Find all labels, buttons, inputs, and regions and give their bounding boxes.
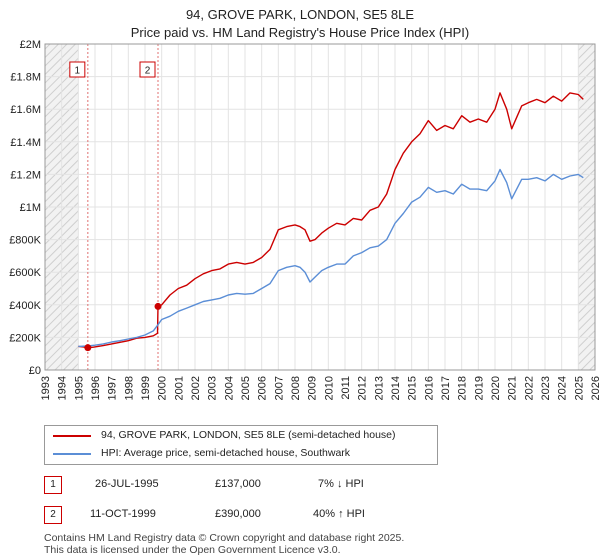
legend-swatch-hpi (53, 453, 91, 455)
footer-copyright: Contains HM Land Registry data © Crown c… (44, 532, 405, 544)
transaction-price: £390,000 (215, 508, 261, 520)
x-tick-label: 1996 (90, 376, 102, 400)
sale-point (154, 302, 162, 310)
transaction-hpi: 40% ↑ HPI (313, 508, 365, 520)
legend: 94, GROVE PARK, LONDON, SE5 8LE (semi-de… (44, 425, 438, 465)
x-tick-label: 2019 (473, 376, 485, 400)
transaction-row: 2 11-OCT-1999 £390,000 40% ↑ HPI (0, 506, 600, 530)
transaction-hpi: 7% ↓ HPI (318, 478, 364, 490)
transaction-number: 2 (44, 506, 62, 524)
legend-item-hpi: HPI: Average price, semi-detached house,… (45, 445, 437, 463)
price-chart: 1993 1994 1995 1996 1997 1998 1999 2000 2001 2002… (9, 39, 600, 400)
legend-label-hpi: HPI: Average price, semi-detached house,… (101, 447, 351, 459)
y-tick-label: £800K (9, 235, 41, 247)
x-tick-label: 2002 (190, 376, 202, 400)
y-tick-label: £1.8M (10, 72, 41, 84)
x-tick-label: 2014 (390, 376, 402, 400)
x-tick-label: 2010 (323, 376, 335, 400)
x-tick-label: 1993 (40, 376, 52, 400)
x-tick-label: 2012 (357, 376, 369, 400)
x-tick-label: 2008 (290, 376, 302, 400)
sale-label: 1 (75, 66, 81, 77)
x-tick-label: 2004 (223, 376, 235, 400)
footer: Contains HM Land Registry data © Crown c… (44, 532, 404, 556)
transaction-number: 1 (44, 476, 62, 494)
chart-title: 94, GROVE PARK, LONDON, SE5 8LE (185, 7, 415, 22)
x-tick-label: 2009 (307, 376, 319, 400)
x-tick-label: 1998 (123, 376, 135, 400)
legend-swatch-property (53, 435, 91, 437)
legend-item-property: 94, GROVE PARK, LONDON, SE5 8LE (semi-de… (45, 427, 437, 445)
chart-title-block: 94, GROVE PARK, LONDON, SE5 8LE Price pa… (0, 6, 600, 42)
x-tick-label: 2015 (407, 376, 419, 400)
y-tick-label: £1.2M (10, 169, 41, 181)
x-tick-label: 2001 (173, 376, 185, 400)
x-tick-label: 2020 (490, 376, 502, 400)
sale-label: 2 (145, 66, 151, 77)
transaction-date: 26-JUL-1995 (95, 478, 159, 490)
y-tick-label: £0 (29, 365, 41, 377)
transaction-price: £137,000 (215, 478, 261, 490)
sale-label-box (69, 61, 86, 78)
x-tick-label: 2005 (240, 376, 252, 400)
legend-label-property: 94, GROVE PARK, LONDON, SE5 8LE (semi-de… (101, 429, 396, 441)
x-tick-label: 2026 (590, 376, 600, 400)
sale-point (84, 344, 92, 352)
y-tick-label: £1.6M (10, 104, 41, 116)
x-tick-label: 2016 (423, 376, 435, 400)
x-tick-label: 2018 (457, 376, 469, 400)
y-tick-label: £600K (9, 267, 41, 279)
y-tick-label: £200K (9, 332, 41, 344)
x-tick-label: 2023 (540, 376, 552, 400)
x-tick-label: 2006 (257, 376, 269, 400)
x-tick-label: 2022 (523, 376, 535, 400)
y-tick-label: £1.4M (10, 137, 41, 149)
footer-license: This data is licensed under the Open Gov… (44, 544, 341, 556)
x-tick-label: 1999 (140, 376, 152, 400)
x-tick-label: 2003 (207, 376, 219, 400)
y-tick-label: £1M (20, 202, 41, 214)
x-tick-label: 2021 (507, 376, 519, 400)
x-tick-label: 1997 (107, 376, 119, 400)
x-tick-label: 2025 (573, 376, 585, 400)
hpi-line (78, 168, 584, 348)
sale-label-box (139, 61, 156, 78)
x-tick-label: 1994 (57, 376, 69, 400)
transaction-row: 1 26-JUL-1995 £137,000 7% ↓ HPI (0, 476, 600, 500)
x-tick-label: 2007 (273, 376, 285, 400)
plot-border (44, 43, 596, 371)
x-tick-label: 2017 (440, 376, 452, 400)
x-tick-label: 2013 (373, 376, 385, 400)
x-tick-label: 2000 (157, 376, 169, 400)
x-tick-label: 2024 (557, 376, 569, 400)
chart-subtitle: Price paid vs. HM Land Registry's House … (130, 25, 470, 40)
x-tick-label: 1995 (73, 376, 85, 400)
y-tick-label: £2M (20, 39, 41, 51)
y-tick-label: £400K (9, 300, 41, 312)
transaction-date: 11-OCT-1999 (90, 508, 156, 520)
x-tick-label: 2011 (340, 376, 352, 400)
